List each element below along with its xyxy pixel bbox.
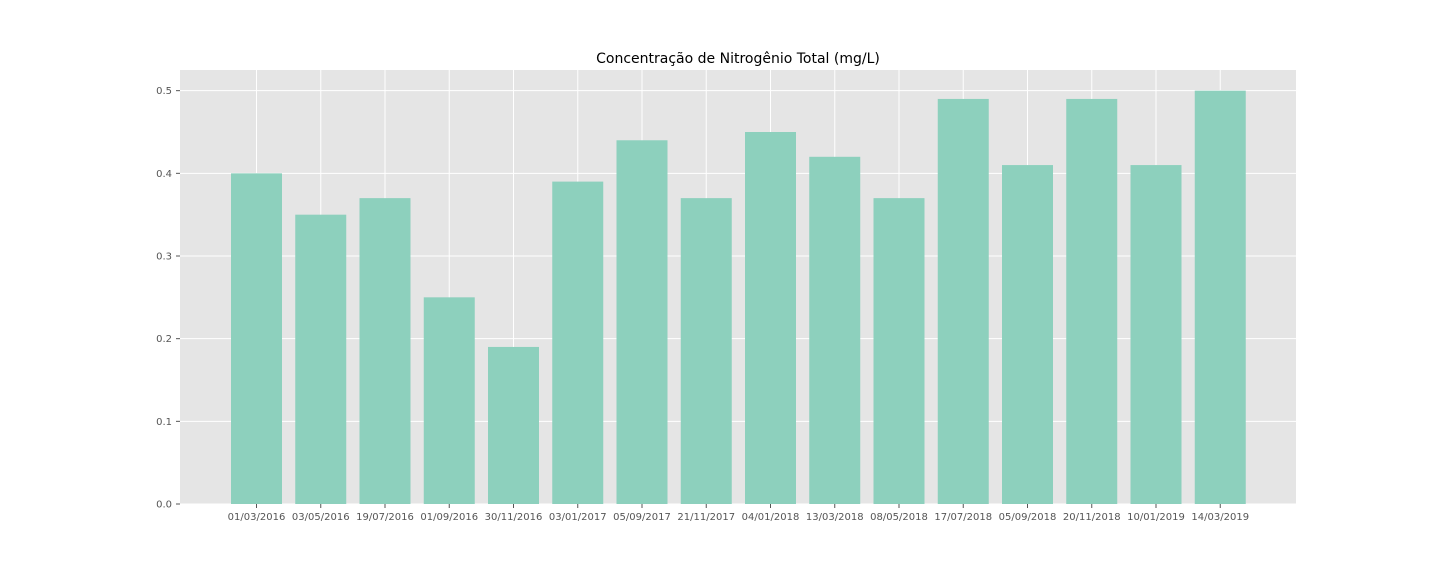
x-tick-label: 20/11/2018 [1063,512,1121,523]
bar [873,198,925,504]
x-tick-label: 17/07/2018 [934,512,992,523]
x-tick-label: 03/01/2017 [549,512,607,523]
x-tick-label: 03/05/2016 [292,512,350,523]
y-tick-label: 0.3 [156,252,172,263]
x-tick-label: 13/03/2018 [806,512,864,523]
x-tick-label: 01/03/2016 [228,512,286,523]
x-tick-label: 10/01/2019 [1127,512,1185,523]
x-tick-label: 08/05/2018 [870,512,928,523]
bar [809,156,861,505]
x-tick-label: 05/09/2018 [999,512,1057,523]
bar [423,297,475,504]
bar [1066,98,1118,504]
plot-area [180,70,1296,504]
x-tick-label: 04/01/2018 [742,512,800,523]
bar [937,98,989,504]
x-tick-label: 19/07/2016 [356,512,414,523]
bar [1130,165,1182,505]
bar [680,198,732,504]
x-tick-label: 14/03/2019 [1191,512,1249,523]
bar [1002,165,1053,505]
bar [359,198,411,504]
x-tick-label: 05/09/2017 [613,512,671,523]
bar [745,132,796,504]
y-tick-label: 0.4 [156,169,172,180]
bar [552,181,604,504]
bar [231,173,282,505]
bar [1194,90,1246,505]
x-axis: 01/03/2016 03/05/2016 19/07/2016 01/09/2016… [228,504,1249,523]
y-tick-label: 0.5 [156,86,172,97]
x-tick-label: 30/11/2016 [485,512,543,523]
y-tick-label: 0.1 [156,417,172,428]
chart-title: Concentração de Nitrogênio Total (mg/L) [596,51,880,67]
y-tick-label: 0.0 [156,500,172,511]
bar [616,140,668,504]
y-tick-label: 0.2 [156,334,172,345]
bars [231,90,1246,505]
bar [295,214,347,504]
y-axis: 0.0 0.1 0.2 0.3 0.4 0.5 [156,86,180,511]
x-tick-label: 21/11/2017 [677,512,735,523]
x-tick-label: 01/09/2016 [420,512,478,523]
bar [488,346,539,504]
